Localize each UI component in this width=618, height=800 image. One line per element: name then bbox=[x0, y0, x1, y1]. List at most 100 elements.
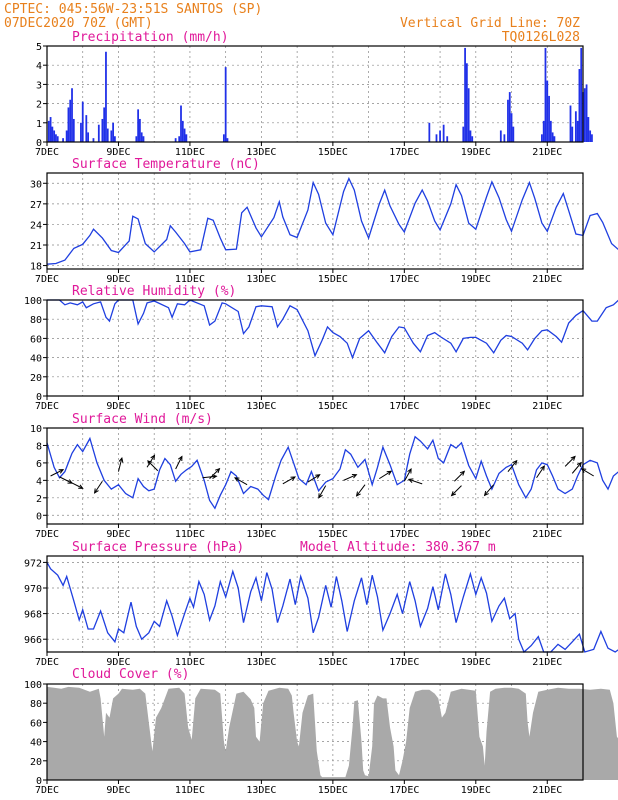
precip-bar bbox=[464, 47, 466, 142]
precip-bar bbox=[507, 99, 509, 142]
precip-xtick-label: 19DEC bbox=[461, 147, 491, 158]
wind-vector-shaft bbox=[209, 468, 220, 479]
precip-bar bbox=[183, 128, 186, 142]
wind-frame bbox=[46, 427, 584, 525]
pressure-ytick-label: 972 bbox=[24, 558, 42, 569]
wind-ytick-label: 6 bbox=[36, 459, 42, 470]
wind-xtick-label: 9DEC bbox=[106, 529, 130, 540]
wind-vector-head bbox=[459, 470, 466, 476]
temp-xtick-label: 11DEC bbox=[175, 274, 205, 285]
temp-ytick-label: 27 bbox=[30, 200, 42, 211]
wind-vector bbox=[93, 480, 103, 494]
humidity-ytick-label: 0 bbox=[36, 392, 42, 403]
precip-ytick-label: 1 bbox=[36, 119, 42, 130]
pressure-xtick-label: 19DEC bbox=[461, 657, 491, 668]
precip-bar bbox=[137, 109, 140, 142]
wind-vector-head bbox=[215, 467, 221, 474]
precip-bar bbox=[226, 138, 229, 142]
wind-vector bbox=[318, 485, 327, 499]
precip-bar bbox=[224, 67, 227, 142]
wind-vector bbox=[282, 476, 297, 485]
wind-vector-shaft bbox=[94, 480, 103, 494]
temp-panel: 18 21 24 27 30 7DEC 9DEC 11DEC 13DEC 15DEC 17DEC 19… bbox=[30, 172, 618, 285]
wind-ytick-label: 0 bbox=[36, 511, 42, 522]
wind-vector bbox=[343, 474, 358, 481]
precip-bar bbox=[47, 120, 50, 142]
wind-vector-head bbox=[78, 484, 84, 489]
precip-bar bbox=[499, 130, 502, 142]
wind-xtick-label: 19DEC bbox=[461, 529, 491, 540]
wind-vector-shaft bbox=[307, 474, 320, 483]
wind-vector-head bbox=[355, 491, 361, 497]
humidity-title: Relative Humidity (%) bbox=[72, 284, 236, 299]
wind-vector bbox=[175, 455, 183, 470]
wind-vector-shaft bbox=[507, 460, 518, 472]
precip-bar bbox=[87, 132, 89, 142]
precip-bar bbox=[469, 130, 472, 142]
wind-vector bbox=[507, 459, 518, 472]
precip-bar bbox=[578, 69, 581, 142]
cloud-frame bbox=[46, 683, 584, 781]
wind-vector bbox=[355, 484, 366, 497]
temp-xtick-label: 7DEC bbox=[35, 274, 59, 285]
humidity-ytick-label: 80 bbox=[30, 315, 42, 326]
wind-vector bbox=[234, 477, 248, 486]
precip-bar bbox=[180, 105, 182, 142]
precip-bar bbox=[549, 120, 552, 142]
wind-xtick-label: 13DEC bbox=[246, 529, 276, 540]
wind-vector-shaft bbox=[536, 465, 545, 479]
precip-panel: 0 1 2 3 4 5 7DEC 9DEC 11DEC 13DEC 15DEC 17DEC 19DEC 2… bbox=[35, 42, 593, 158]
precip-bar bbox=[67, 107, 70, 142]
wind-vector bbox=[147, 460, 159, 472]
precip-xtick-label: 9DEC bbox=[106, 147, 130, 158]
wind-vector-head bbox=[290, 476, 297, 481]
precip-bar bbox=[185, 134, 188, 142]
wind-vector-shaft bbox=[70, 481, 83, 489]
precip-bar bbox=[553, 136, 556, 142]
wind-vector-head bbox=[58, 469, 65, 474]
pressure-frame bbox=[46, 555, 584, 653]
humidity-ytick-label: 20 bbox=[30, 373, 42, 384]
precip-bar bbox=[81, 101, 84, 142]
temp-ytick-label: 21 bbox=[30, 241, 42, 252]
precip-bar bbox=[589, 130, 592, 142]
precip-bar bbox=[465, 63, 468, 142]
precip-ytick-label: 0 bbox=[36, 138, 42, 149]
wind-xtick-label: 7DEC bbox=[35, 529, 59, 540]
wind-vector-head bbox=[234, 477, 240, 482]
precip-bar bbox=[585, 84, 588, 142]
precip-bar bbox=[503, 134, 506, 142]
cloud-xtick-label: 17DEC bbox=[389, 785, 419, 796]
humidity-xtick-label: 11DEC bbox=[175, 401, 205, 412]
pressure-ytick-label: 966 bbox=[24, 635, 42, 646]
cloud-xtick-label: 15DEC bbox=[318, 785, 348, 796]
precip-bar bbox=[92, 138, 95, 142]
forecast-date: 07DEC2020 70Z (GMT) bbox=[4, 16, 153, 31]
wind-vector bbox=[571, 461, 582, 474]
wind-line bbox=[46, 435, 618, 510]
cloud-xtick-label: 9DEC bbox=[106, 785, 130, 796]
precip-xtick-label: 7DEC bbox=[35, 147, 59, 158]
precip-bar bbox=[551, 132, 554, 142]
temp-xtick-label: 17DEC bbox=[389, 274, 419, 285]
temp-ytick-label: 30 bbox=[30, 179, 42, 190]
wind-vector bbox=[536, 465, 545, 479]
wind-vector bbox=[403, 467, 412, 482]
precip-bar bbox=[512, 126, 515, 142]
pressure-xtick-label: 17DEC bbox=[389, 657, 419, 668]
wind-vector-shaft bbox=[202, 475, 217, 479]
precip-bar bbox=[546, 80, 549, 142]
cloud-xtick-label: 7DEC bbox=[35, 785, 59, 796]
wind-title: Surface Wind (m/s) bbox=[72, 412, 213, 427]
wind-vector-shaft bbox=[343, 474, 357, 481]
humidity-panel: 0 20 40 60 80 100 7DEC 9DEC 11DEC 13DEC 15DEC 17DEC… bbox=[24, 296, 618, 412]
wind-vector-shaft bbox=[408, 478, 423, 485]
precip-frame bbox=[46, 45, 584, 143]
humidity-frame bbox=[46, 299, 584, 397]
humidity-xtick-label: 19DEC bbox=[461, 401, 491, 412]
humidity-ytick-label: 60 bbox=[30, 334, 42, 345]
temp-ytick-label: 24 bbox=[30, 220, 42, 231]
precip-xtick-label: 13DEC bbox=[246, 147, 276, 158]
precip-bar bbox=[542, 120, 545, 142]
